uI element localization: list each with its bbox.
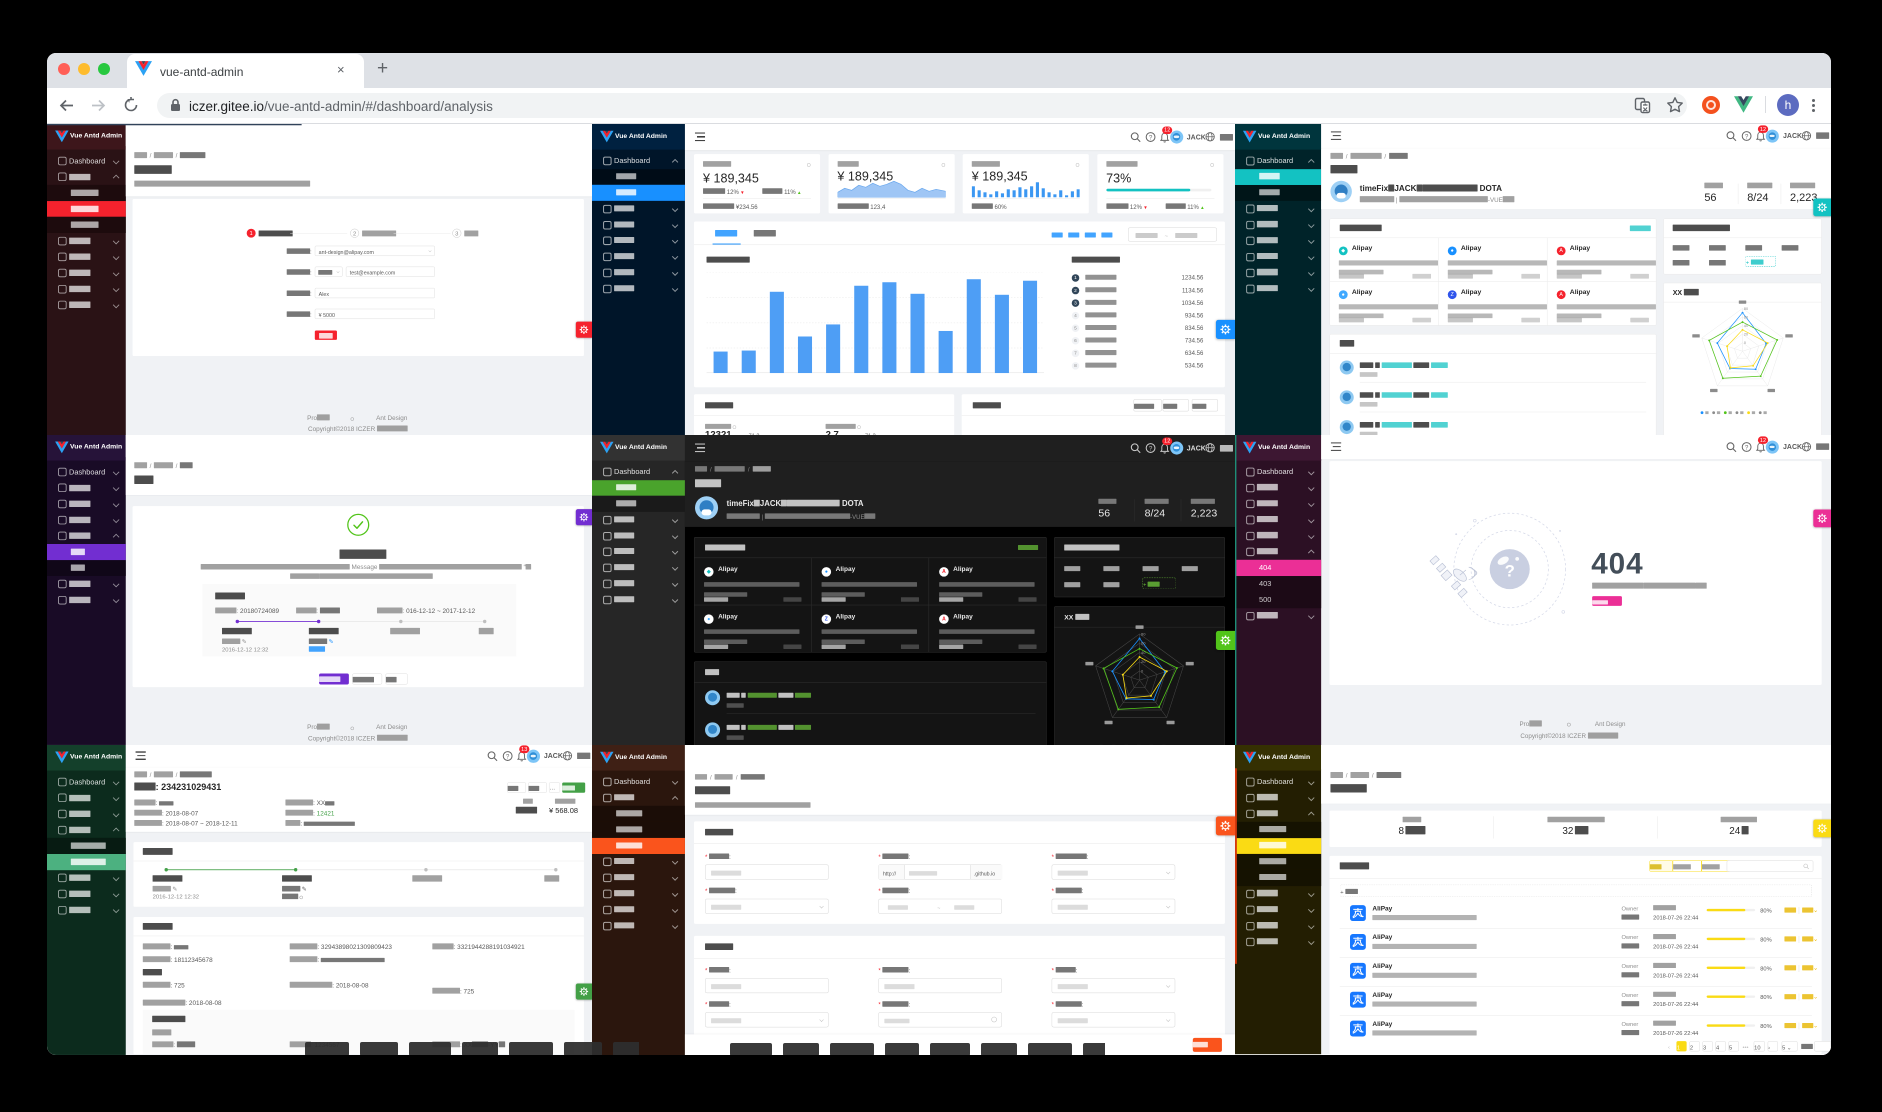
svg-text:?: ? [1745,444,1749,451]
svg-text:20: 20 [1141,659,1146,664]
svg-text:80: 80 [1141,631,1146,636]
svg-text:60: 60 [1744,315,1748,319]
svg-text:?: ? [1505,562,1515,581]
svg-text:0: 0 [1744,341,1746,345]
svg-text:80: 80 [1744,307,1748,311]
svg-text:?: ? [1149,134,1153,141]
svg-text:?: ? [1149,445,1153,452]
svg-text:60: 60 [1141,641,1146,646]
svg-text:0: 0 [1141,668,1144,673]
svg-text:?: ? [1745,133,1749,140]
svg-text:?: ? [506,753,510,760]
svg-text:40: 40 [1141,650,1146,655]
svg-text:20: 20 [1744,332,1748,336]
svg-text:40: 40 [1744,324,1748,328]
